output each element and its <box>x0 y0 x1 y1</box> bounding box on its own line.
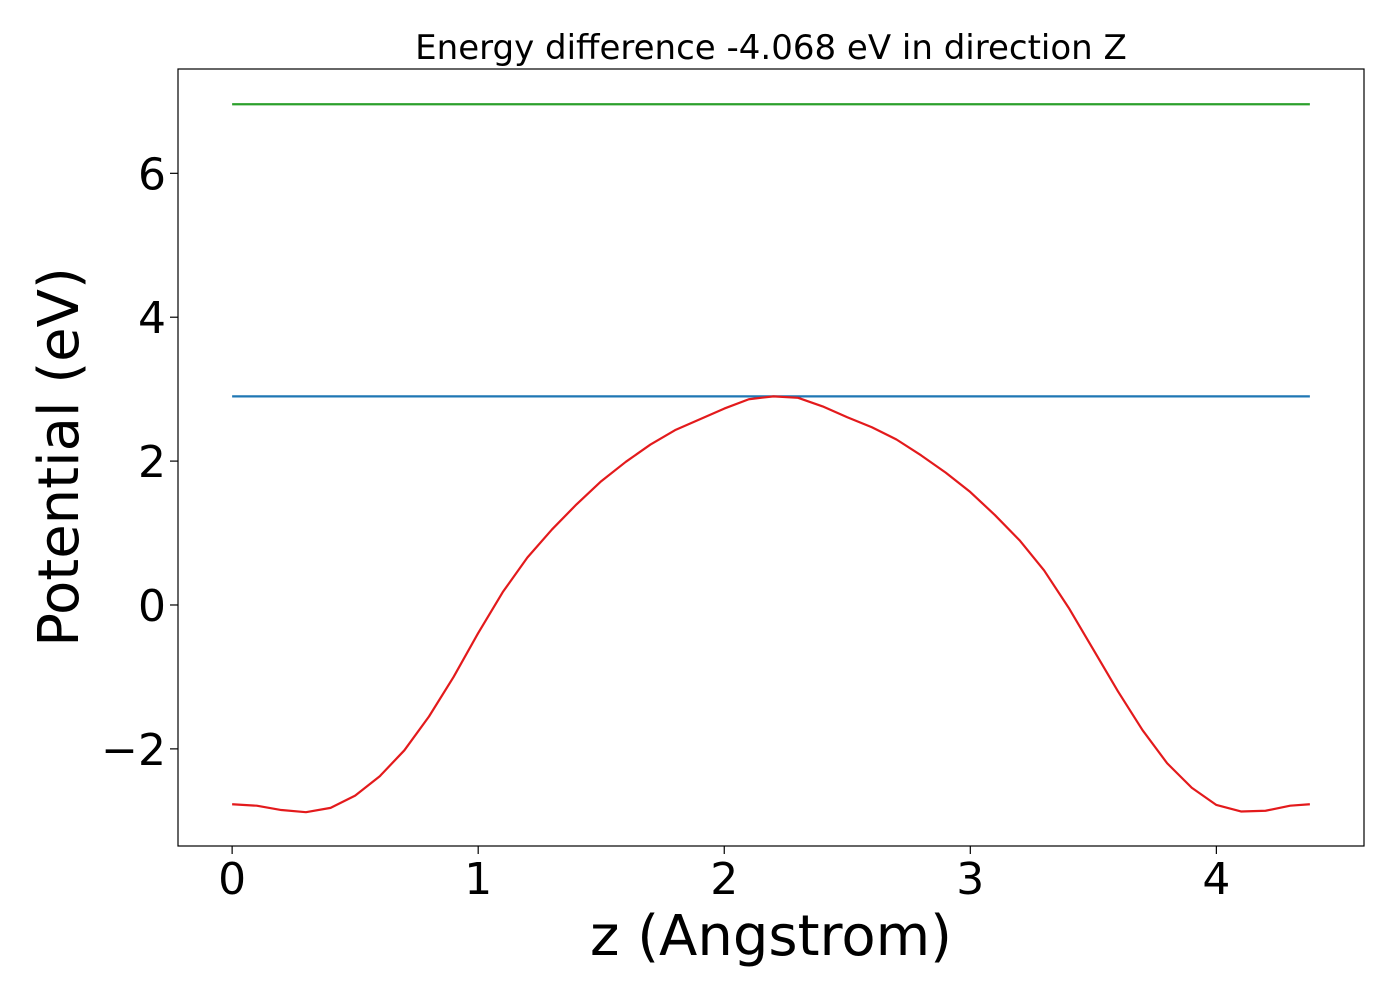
y-tick-label: −2 <box>101 725 166 776</box>
y-axis-ticks: −2 0 2 4 6 <box>101 149 178 776</box>
x-axis-label: z (Angstrom) <box>590 904 952 969</box>
y-tick-label: 2 <box>138 437 166 488</box>
y-axis-label: Potential (eV) <box>27 267 92 647</box>
series-line-2 <box>232 395 1310 814</box>
x-tick-label: 2 <box>710 854 738 905</box>
x-tick-label: 0 <box>218 854 246 905</box>
y-tick-label: 4 <box>138 293 166 344</box>
plot-area-frame <box>177 68 1365 847</box>
y-tick-label: 0 <box>138 581 166 632</box>
y-tick-label: 6 <box>138 149 166 200</box>
x-axis-ticks: 0 1 2 3 4 <box>218 846 1230 905</box>
x-tick-label: 3 <box>956 854 984 905</box>
chart-title: Energy difference -4.068 eV in direction… <box>415 28 1127 68</box>
x-tick-label: 4 <box>1202 854 1230 905</box>
series-layer <box>232 103 1310 814</box>
x-tick-label: 1 <box>464 854 492 905</box>
